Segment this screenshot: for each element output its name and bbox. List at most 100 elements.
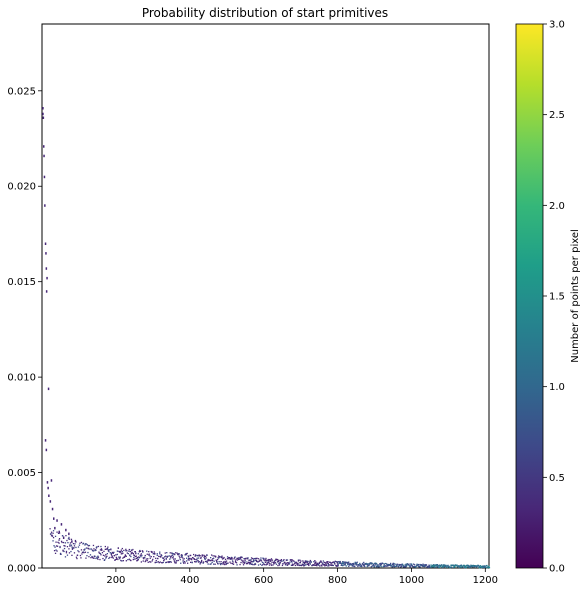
density-point [185,553,187,555]
density-point [80,557,82,559]
density-point [78,544,81,546]
data-point [47,387,50,391]
density-point [133,554,135,557]
density-point [162,561,164,564]
density-point [87,548,90,550]
density-point [172,556,174,558]
density-point [291,564,294,566]
density-point [229,558,232,560]
density-point [271,559,274,561]
density-point [101,549,103,551]
density-point [353,562,355,565]
density-point [220,563,222,566]
density-point [136,559,138,562]
density-point [430,564,432,566]
density-point [188,556,190,558]
density-point [205,557,207,559]
density-point [139,549,141,552]
density-point [398,566,400,568]
density-point [463,565,466,567]
density-point [233,558,235,560]
density-point [464,566,466,568]
density-point [77,550,79,552]
density-point [371,562,373,565]
density-point [133,556,135,559]
density-point [446,566,448,568]
density-point [174,561,176,563]
data-point [44,439,47,442]
density-point [314,562,316,565]
density-point [402,563,404,566]
density-point [122,560,124,562]
density-point [157,561,159,563]
density-point [89,554,92,556]
density-point [258,560,261,562]
density-point [156,554,158,556]
density-point [142,560,144,562]
density-point [236,559,239,561]
density-point [181,554,183,556]
density-point [83,549,86,551]
data-point [45,448,48,452]
density-point [462,565,464,568]
density-point [290,559,292,561]
density-point [100,548,103,550]
density-point [484,566,486,568]
density-point [111,556,113,559]
density-point [288,563,291,565]
density-point [415,565,417,568]
density-point [219,562,221,565]
density-point [97,558,99,560]
density-point [241,556,243,559]
density-point [200,561,202,564]
density-point [362,564,364,566]
density-point [213,563,215,565]
density-point [89,548,91,550]
density-point [251,561,253,563]
colorbar-tick-label: 2.0 [549,201,565,212]
density-point [313,561,315,563]
density-point [302,564,304,566]
density-point [248,561,251,564]
density-point [477,565,480,567]
density-point [263,559,265,561]
density-point [215,555,217,557]
density-point [353,563,355,565]
density-point [160,554,162,556]
density-point [390,562,392,565]
density-point [62,541,65,544]
density-point [239,557,242,559]
density-point [215,559,217,561]
y-axis: 0.000 0.005 0.010 0.015 0.020 0.025 [7,86,42,575]
data-point [44,204,46,207]
density-point [262,562,265,564]
density-point [101,552,104,554]
density-point [68,538,71,540]
density-point [221,558,224,560]
density-point [140,553,142,555]
density-point [180,562,182,564]
colorbar-label: Number of points per pixel [570,229,581,363]
density-point [386,563,388,565]
density-point [209,559,211,561]
density-point [50,533,52,535]
density-point [109,552,111,554]
density-point [409,565,411,567]
density-point [318,564,320,566]
density-point [337,564,339,566]
density-point [55,549,57,551]
data-point [65,528,67,532]
density-point [204,557,206,560]
density-point [336,561,338,563]
density-point [404,564,406,566]
density-point [198,561,200,563]
density-point [155,559,157,562]
density-point [292,564,295,566]
density-point [51,534,53,536]
density-point [484,567,487,569]
density-point [277,560,280,563]
density-point [268,560,270,562]
density-point [270,563,272,565]
density-point [80,541,83,544]
density-point [272,561,275,563]
